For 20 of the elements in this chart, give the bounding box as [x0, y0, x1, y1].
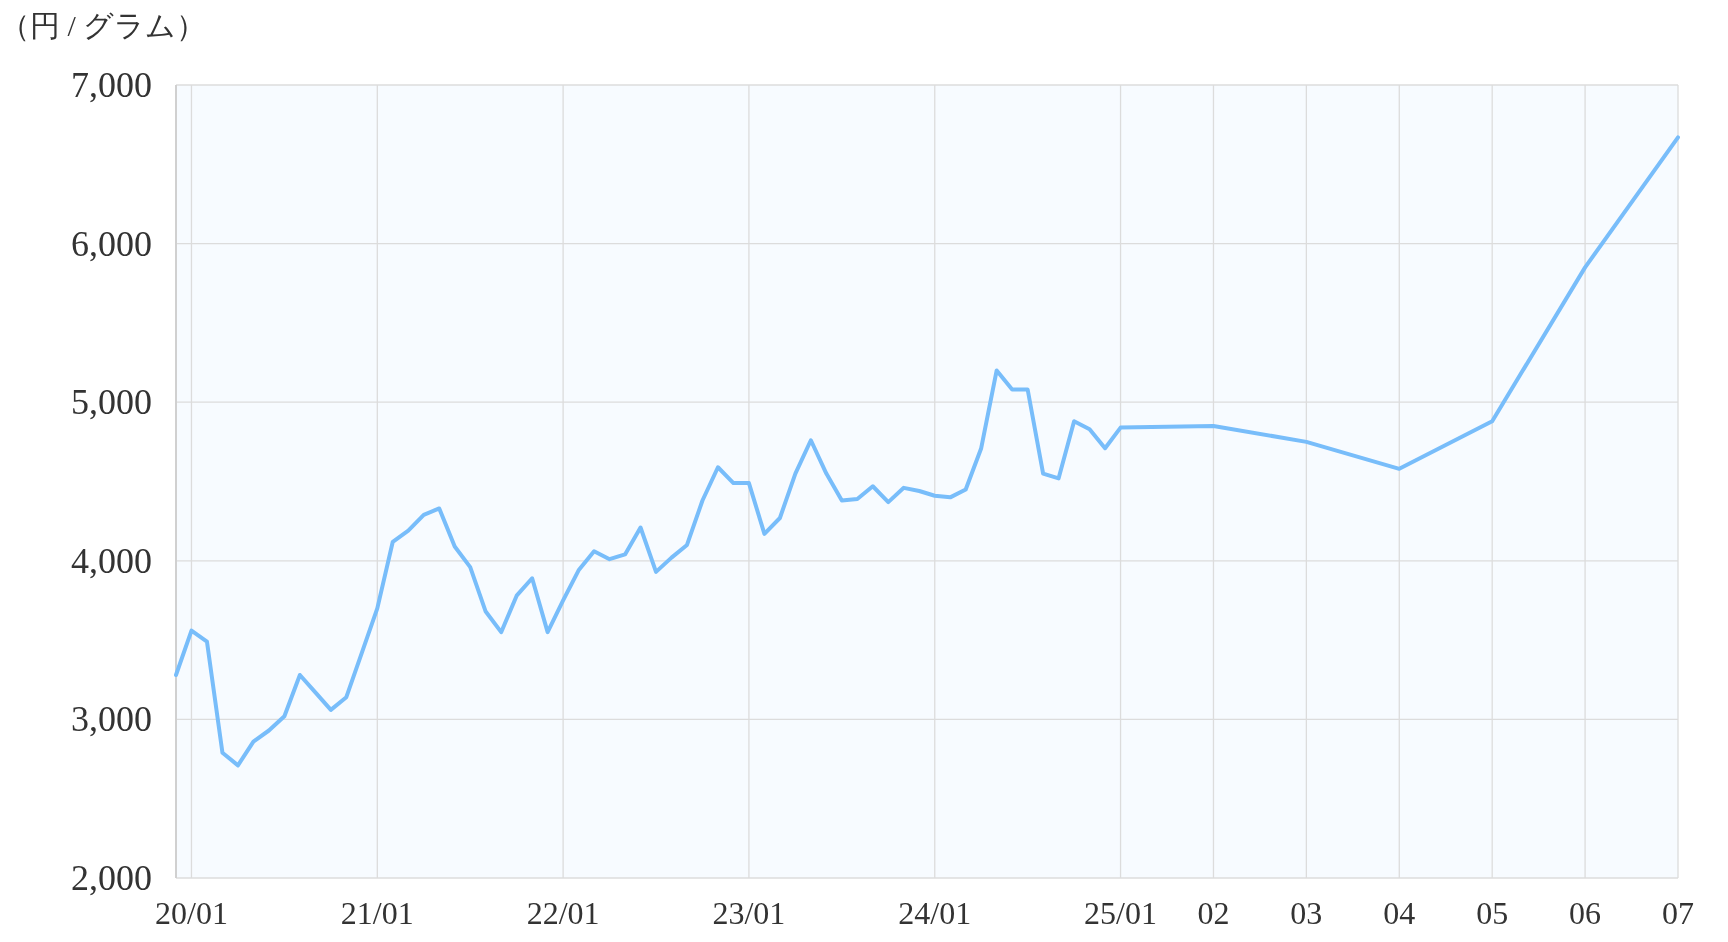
x-tick-label: 05 [1476, 895, 1509, 931]
y-tick-label: 3,000 [71, 699, 152, 740]
y-axis-title: （円 / グラム） [0, 9, 207, 42]
line-series [174, 135, 1680, 768]
x-tick-label: 03 [1290, 895, 1323, 931]
x-tick-label: 04 [1383, 895, 1416, 931]
x-tick-label: 06 [1569, 895, 1602, 931]
x-tick-label: 23/01 [712, 895, 786, 931]
y-tick-label: 6,000 [71, 223, 152, 264]
y-tick-label: 5,000 [71, 382, 152, 423]
x-tick-label: 20/01 [155, 895, 228, 931]
x-tick-label: 02 [1197, 895, 1230, 931]
y-tick-label: 2,000 [71, 858, 152, 898]
x-tick-label: 22/01 [526, 895, 600, 931]
x-tick-label: 24/01 [898, 895, 972, 931]
y-tick-label: 7,000 [71, 65, 152, 105]
x-tick-label: 21/01 [340, 895, 414, 931]
y-tick-label: 4,000 [71, 540, 152, 581]
x-tick-label: 25/01 [1084, 895, 1157, 931]
x-tick-label: 07 [1662, 895, 1694, 931]
